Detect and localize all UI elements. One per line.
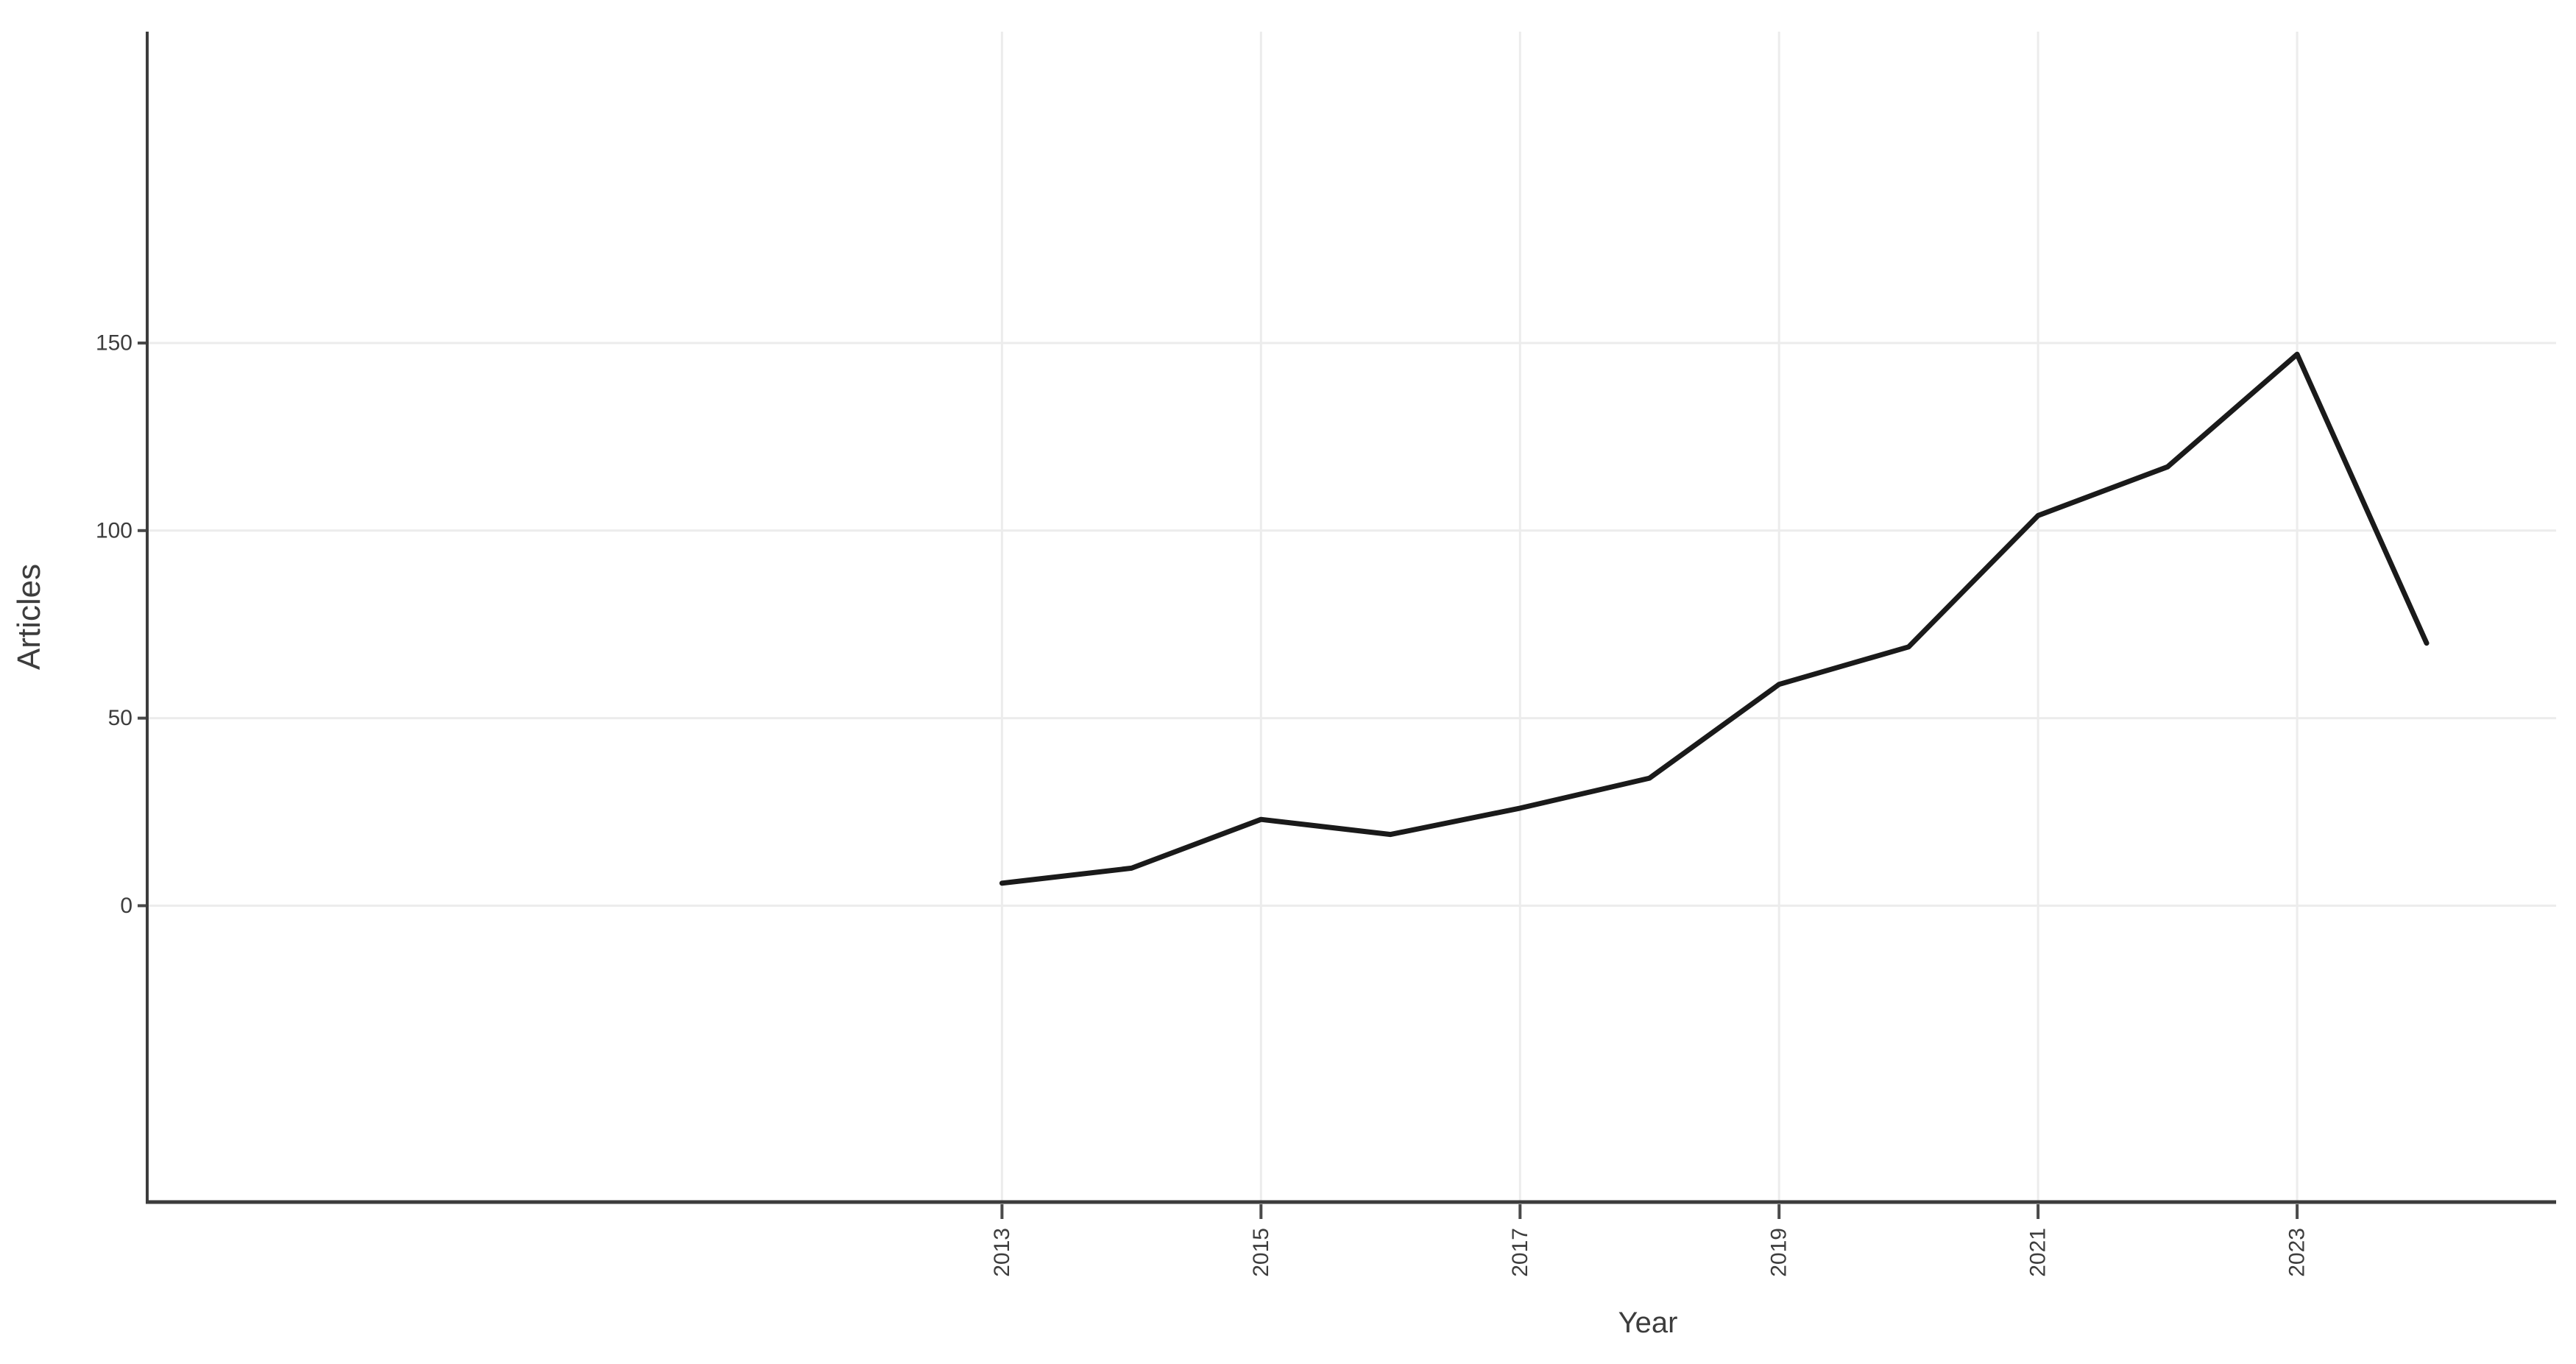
y-axis-title: Articles	[11, 563, 47, 671]
y-tick-label: 150	[96, 331, 132, 356]
y-tick-label: 100	[96, 518, 132, 543]
x-tick-label: 2019	[1767, 1228, 1791, 1277]
y-tick-label: 50	[108, 706, 132, 730]
y-tick-label: 0	[120, 894, 132, 918]
x-tick-label: 2021	[2026, 1228, 2050, 1277]
x-tick-label: 2023	[2285, 1228, 2310, 1277]
x-tick-label: 2013	[990, 1228, 1014, 1277]
x-axis-title: Year	[1618, 1307, 1678, 1339]
data-line	[999, 351, 2430, 886]
x-tick-label: 2017	[1508, 1228, 1532, 1277]
x-tick-label: 2015	[1249, 1228, 1273, 1277]
